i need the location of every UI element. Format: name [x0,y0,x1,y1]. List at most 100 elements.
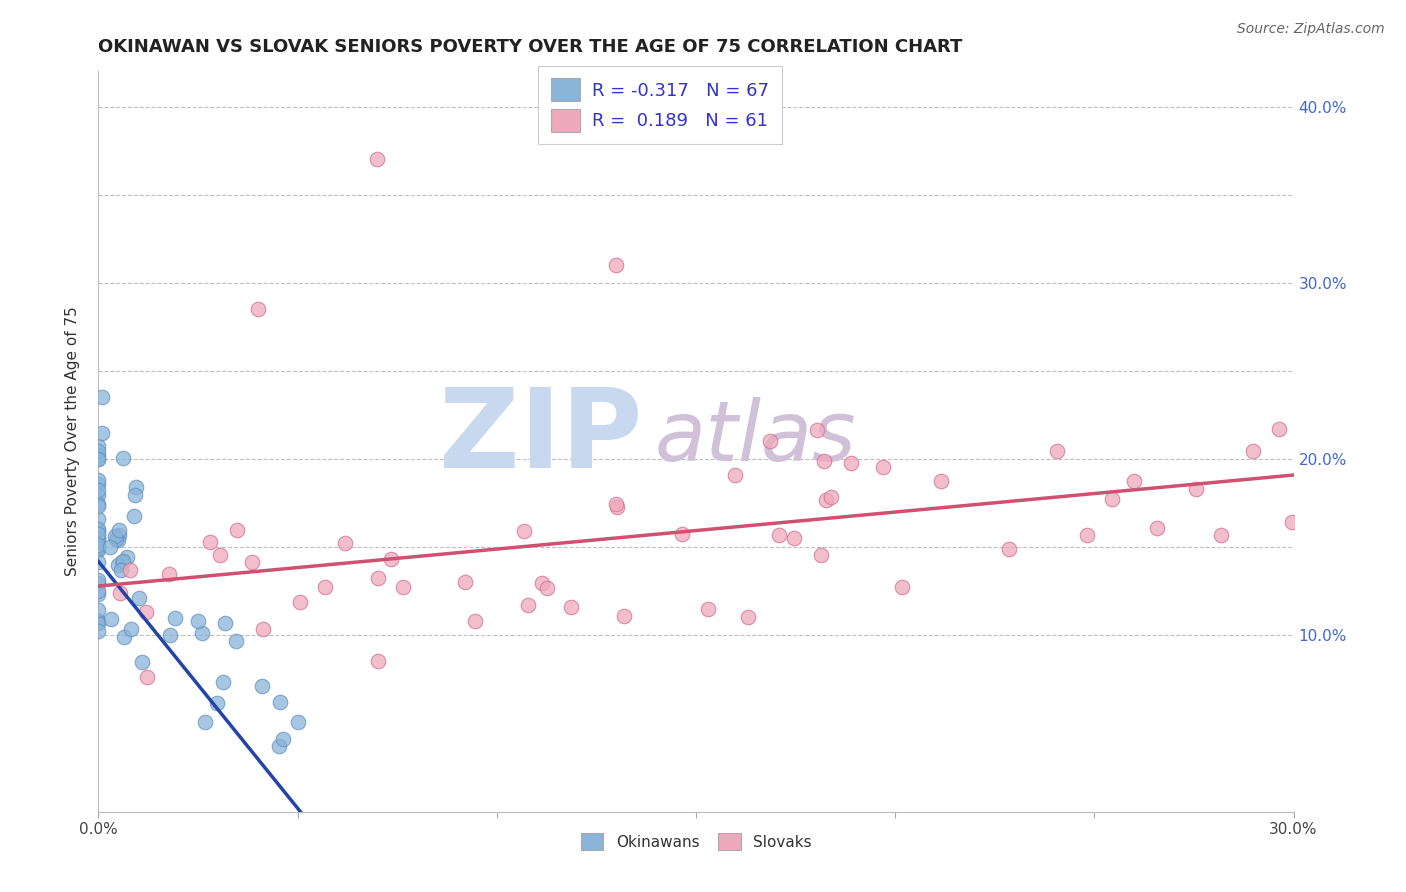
Point [531,576,554,591]
Point [1122,474,1144,488]
Point [111,555,134,569]
Point [872,459,894,474]
Point [159,628,181,642]
Point [367,571,389,585]
Text: atlas: atlas [654,397,856,478]
Point [87,531,110,545]
Point [810,549,832,563]
Point [269,695,291,709]
Point [117,550,139,565]
Point [1184,482,1206,496]
Point [100,612,122,626]
Point [288,595,311,609]
Point [112,451,135,466]
Point [366,153,388,167]
Point [605,258,627,272]
Point [105,532,128,546]
Point [997,541,1019,556]
Point [87,522,110,536]
Point [287,715,309,730]
Point [367,653,389,667]
Point [768,527,790,541]
Point [194,714,217,729]
Point [131,655,153,669]
Point [87,583,110,598]
Point [124,488,146,502]
Point [87,615,110,629]
Point [724,468,747,483]
Point [1101,492,1123,507]
Point [111,553,134,567]
Point [267,739,290,753]
Point [191,626,214,640]
Point [87,602,110,616]
Point [214,616,236,631]
Point [1076,528,1098,542]
Point [110,563,132,577]
Point [87,532,110,546]
Point [560,599,582,614]
Point [87,543,110,558]
Point [87,615,110,630]
Point [815,493,838,508]
Point [606,500,628,514]
Point [107,523,129,537]
Point [87,614,110,628]
Point [128,591,150,605]
Point [108,586,131,600]
Point [87,527,110,541]
Point [125,480,148,494]
Point [87,477,110,491]
Point [87,444,110,458]
Point [107,558,129,572]
Point [335,536,357,550]
Point [87,452,110,467]
Point [107,533,129,547]
Point [225,633,247,648]
Point [380,551,402,566]
Point [163,610,186,624]
Point [112,631,135,645]
Point [122,509,145,524]
Point [157,567,180,582]
Point [136,670,159,684]
Point [820,490,842,504]
Point [613,609,636,624]
Point [536,582,558,596]
Point [240,556,263,570]
Point [187,614,209,628]
Point [87,439,110,453]
Point [464,614,486,628]
Legend: Okinawans, Slovaks: Okinawans, Slovaks [575,827,817,856]
Point [671,526,693,541]
Point [516,598,538,612]
Point [806,423,828,437]
Point [135,606,157,620]
Point [1146,521,1168,535]
Point [91,391,114,405]
Point [513,524,536,539]
Point [813,454,835,468]
Point [929,474,952,488]
Point [696,602,718,616]
Point [758,434,780,449]
Point [1241,444,1264,458]
Point [737,609,759,624]
Point [1209,528,1232,542]
Point [87,573,110,587]
Point [392,580,415,594]
Point [252,622,274,636]
Point [605,497,627,511]
Point [87,555,110,569]
Point [87,488,110,502]
Point [87,541,110,555]
Point [454,574,477,589]
Point [1268,422,1291,436]
Point [226,524,249,538]
Point [783,531,806,545]
Point [87,538,110,552]
Point [120,563,142,577]
Point [87,576,110,591]
Point [91,425,114,440]
Point [207,696,229,710]
